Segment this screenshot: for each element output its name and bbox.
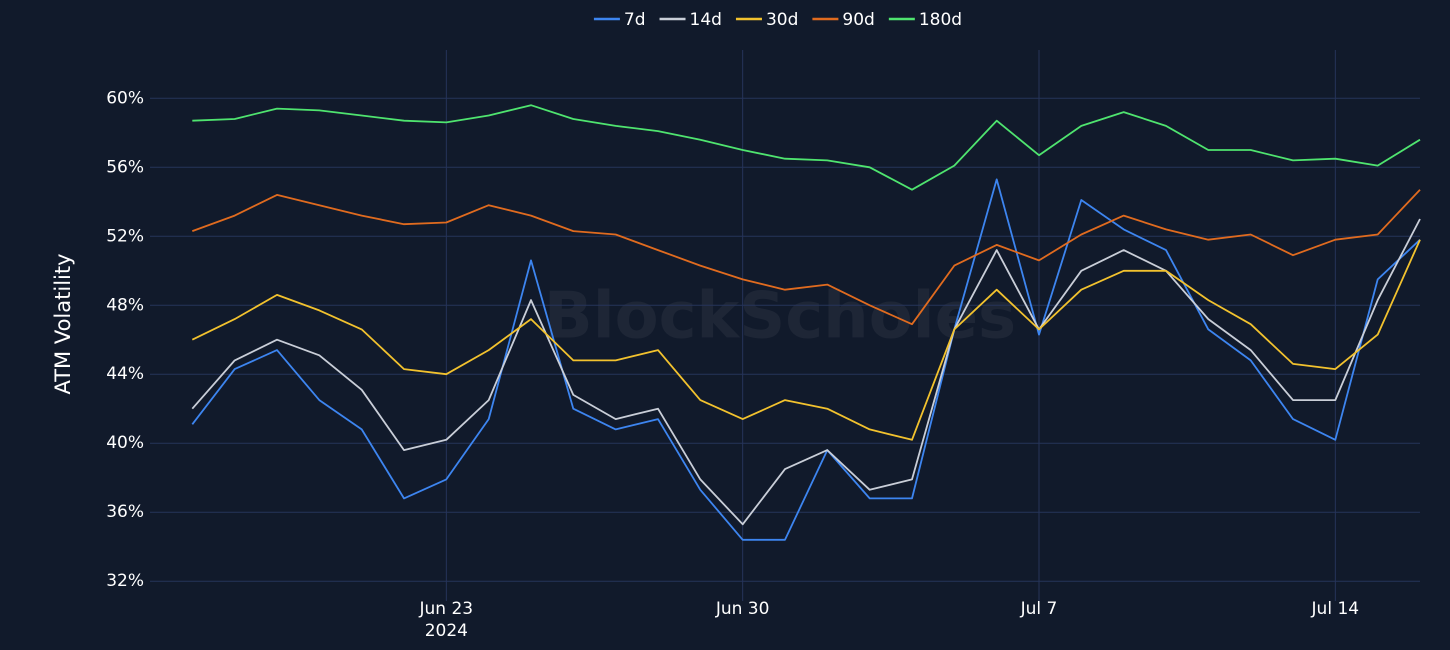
series-line	[191, 189, 1421, 326]
y-tick-label: 60%	[106, 88, 144, 108]
legend-label: 180d	[919, 10, 962, 30]
y-tick-label: 36%	[106, 502, 144, 522]
y-tick-label: 56%	[106, 157, 144, 177]
series-line	[191, 239, 1421, 441]
legend-label: 90d	[842, 10, 874, 30]
x-tick-label: Jul 14	[1311, 599, 1360, 619]
y-tick-label: 40%	[106, 433, 144, 453]
series-line	[192, 104, 1421, 191]
y-tick-label: 52%	[106, 226, 144, 246]
x-tick-label: Jul 7	[1020, 599, 1058, 619]
legend-label: 7d	[624, 10, 646, 30]
y-axis-label: ATM Volatility	[51, 253, 75, 394]
y-tick-label: 48%	[106, 295, 144, 315]
legend: 7d 14d 30d 90d 180d	[593, 10, 962, 30]
legend-label: 30d	[766, 10, 798, 30]
watermark: BlockScholes	[544, 280, 1016, 354]
x-tick-label: Jun 23 2024	[419, 599, 474, 641]
x-tick-label: Jun 30	[715, 599, 770, 619]
series-line	[191, 178, 1421, 541]
y-tick-label: 44%	[106, 364, 144, 384]
legend-label: 14d	[690, 10, 722, 30]
series-line	[191, 218, 1421, 526]
y-tick-label: 32%	[106, 571, 144, 591]
